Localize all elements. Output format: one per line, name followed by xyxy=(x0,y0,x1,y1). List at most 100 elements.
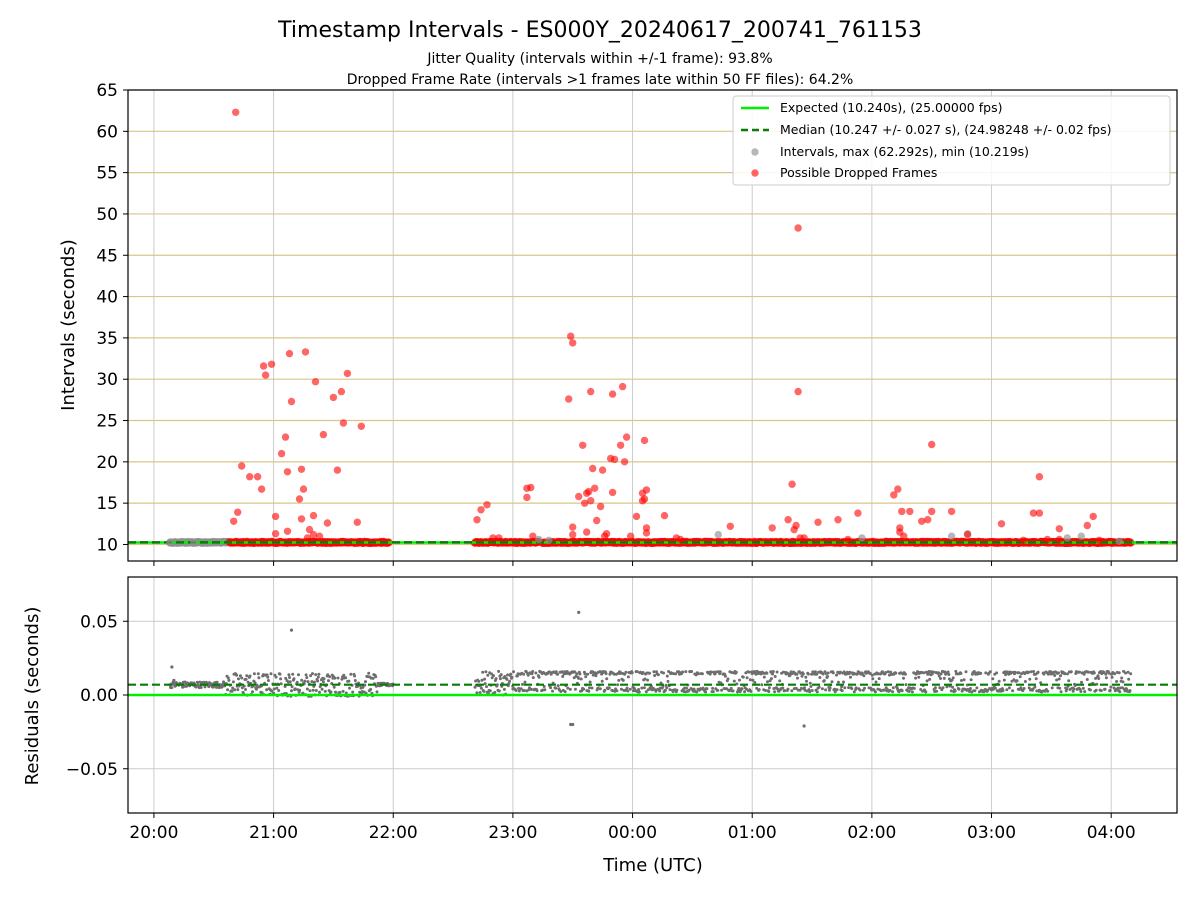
residual-point xyxy=(665,686,669,690)
residual-point xyxy=(492,674,495,678)
residual-point xyxy=(888,688,892,692)
dropped-frame-point xyxy=(900,532,908,540)
residual-point xyxy=(236,688,240,692)
residual-point xyxy=(510,675,514,679)
residual-point xyxy=(894,671,898,675)
residual-point xyxy=(349,672,353,676)
residual-point xyxy=(1063,672,1067,676)
residual-point xyxy=(509,672,513,676)
residual-point xyxy=(475,691,479,695)
residual-point xyxy=(303,679,307,683)
dropped-frame-point xyxy=(622,433,631,441)
residual-point xyxy=(590,686,594,690)
residual-point xyxy=(874,680,878,684)
dropped-frame-point xyxy=(238,462,246,470)
dropped-frame-point xyxy=(640,436,649,445)
residual-point xyxy=(817,685,821,689)
residual-point xyxy=(753,681,757,684)
dropped-frame-point xyxy=(676,535,685,544)
residual-point xyxy=(938,686,942,690)
dropped-frame-point xyxy=(295,495,304,503)
dropped-frame-point xyxy=(788,480,796,488)
residual-point xyxy=(488,689,492,693)
residual-point xyxy=(617,678,621,682)
residuals-series xyxy=(168,610,1133,728)
interval-point xyxy=(545,536,553,544)
residual-point xyxy=(275,686,279,690)
residual-point xyxy=(274,675,278,679)
dropped-frame-point xyxy=(587,387,595,396)
residual-point xyxy=(1127,677,1131,681)
residual-point xyxy=(333,676,337,680)
residual-point xyxy=(700,672,704,676)
chart-title: Timestamp Intervals - ES000Y_20240617_20… xyxy=(277,18,922,43)
residual-point xyxy=(912,686,916,690)
dropped-frame-point xyxy=(477,506,485,514)
intervals-series xyxy=(166,530,1123,547)
residual-point xyxy=(1081,686,1085,690)
residual-point xyxy=(483,677,487,681)
residual-point xyxy=(729,686,733,690)
residual-point xyxy=(1096,674,1100,678)
residual-point xyxy=(598,687,602,691)
residual-point xyxy=(973,689,977,693)
x-tick-label: 03:00 xyxy=(967,823,1016,843)
residual-point xyxy=(997,679,1001,683)
dropped-frame-point xyxy=(814,518,822,526)
residual-point xyxy=(575,672,579,676)
dropped-frame-point xyxy=(1089,512,1097,521)
residual-point xyxy=(979,671,983,675)
residual-point xyxy=(755,686,759,690)
residual-point xyxy=(799,686,803,690)
residual-point xyxy=(1018,675,1022,679)
residual-point xyxy=(292,677,296,681)
residual-point xyxy=(522,689,526,692)
intervals-ytick-label: 25 xyxy=(96,412,118,432)
dropped-frame-point xyxy=(1083,521,1092,530)
residual-point xyxy=(781,686,785,690)
residual-point xyxy=(723,674,727,678)
residual-point xyxy=(815,690,819,694)
residual-point xyxy=(653,674,657,677)
residual-point xyxy=(573,687,577,691)
residual-point xyxy=(751,678,755,682)
residual-point xyxy=(919,688,923,691)
residual-point xyxy=(711,686,715,690)
residual-point xyxy=(1066,672,1069,676)
dropped-frame-point xyxy=(596,502,605,511)
residual-point xyxy=(625,686,629,690)
legend-entry-dropped: Possible Dropped Frames xyxy=(780,165,937,180)
dropped-frame-point xyxy=(844,535,852,544)
residual-point xyxy=(505,677,509,681)
x-tick-label: 04:00 xyxy=(1087,823,1136,843)
residual-point xyxy=(947,673,951,676)
residual-point xyxy=(745,676,749,680)
residual-point xyxy=(764,689,768,692)
residual-point xyxy=(287,673,291,677)
residual-point xyxy=(485,685,488,689)
residual-point xyxy=(822,679,826,683)
residual-point xyxy=(794,686,798,690)
residual-point xyxy=(1129,672,1133,676)
residual-point xyxy=(1092,671,1096,675)
dropped-frame-point xyxy=(483,501,491,509)
residual-point xyxy=(1078,670,1082,674)
residual-point xyxy=(338,690,342,694)
residual-point xyxy=(666,679,670,683)
dropped-frame-point xyxy=(591,484,599,492)
residual-point xyxy=(937,674,941,678)
residual-point xyxy=(786,687,790,691)
dropped-frame-point xyxy=(357,422,365,430)
residual-point xyxy=(252,672,256,676)
residual-point xyxy=(497,689,501,693)
residual-point xyxy=(269,672,273,676)
residual-point xyxy=(877,677,881,681)
dropped-frame-point xyxy=(906,507,914,516)
residual-point xyxy=(1011,689,1015,693)
dropped-frame-point xyxy=(1055,525,1064,533)
residual-point xyxy=(238,674,242,678)
residual-point xyxy=(749,689,753,693)
residual-point xyxy=(577,676,581,680)
dropped-frame-point xyxy=(618,382,627,391)
residual-outlier-point xyxy=(577,610,581,615)
